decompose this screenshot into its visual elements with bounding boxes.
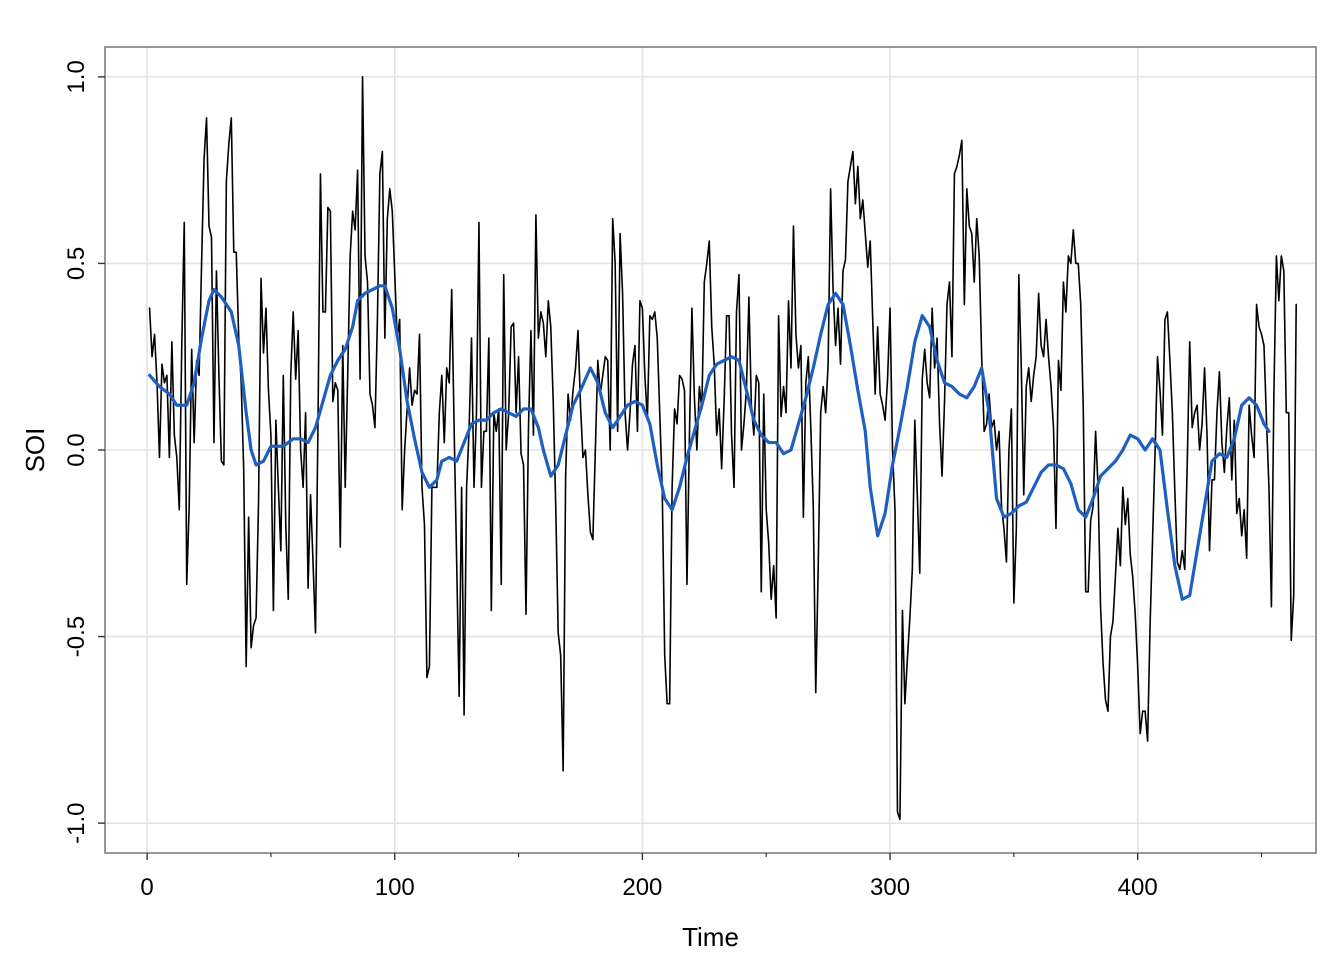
x-tick-label: 100 — [375, 874, 415, 901]
y-tick-label: 0.0 — [63, 433, 90, 466]
series-line-soi — [148, 76, 1297, 821]
y-tick-label: 0.5 — [63, 247, 90, 280]
y-tick-label: 1.0 — [63, 60, 90, 93]
x-tick-label: 0 — [140, 874, 153, 901]
y-tick-label: -0.5 — [63, 616, 90, 657]
x-tick-label: 200 — [622, 874, 662, 901]
y-axis: -1.0 -0.5 0.0 0.5 1.0 — [63, 60, 105, 844]
y-tick-label: -1.0 — [63, 802, 90, 843]
x-axis-title: Time — [682, 922, 739, 952]
series-line-smooth — [147, 284, 1271, 601]
x-tick-label: 400 — [1118, 874, 1158, 901]
x-tick-label: 300 — [870, 874, 910, 901]
series-layer — [147, 76, 1297, 821]
grid — [105, 47, 1316, 853]
x-axis: 0 100 200 300 400 — [140, 853, 1263, 901]
y-axis-title: SOI — [20, 428, 50, 473]
